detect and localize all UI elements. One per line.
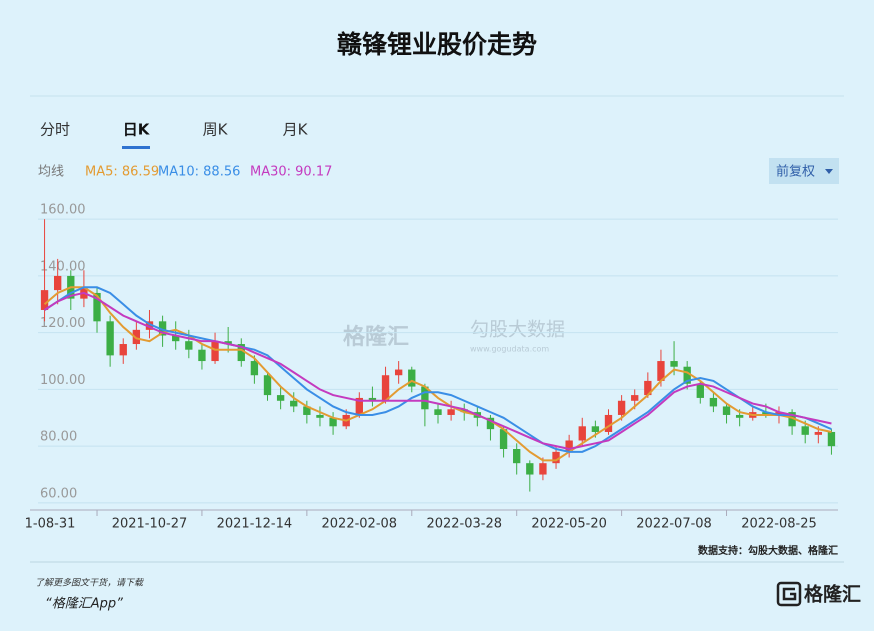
tab[interactable]: 分时	[40, 121, 70, 139]
legend-entry: MA10: 88.56	[158, 165, 240, 180]
candle-body	[722, 406, 731, 415]
candle-body	[93, 292, 101, 322]
candle-body	[827, 431, 836, 447]
candle-body	[696, 383, 704, 398]
candle-body	[552, 451, 560, 464]
candle-body	[513, 449, 521, 464]
footer-text: 了解更多图文干货，请下载	[35, 578, 144, 589]
candle-body	[316, 414, 324, 418]
tab-active[interactable]: 日K	[123, 121, 151, 139]
x-tick-label: 2022-05-20	[531, 517, 607, 532]
y-tick-label: 80.00	[40, 430, 77, 445]
candle-body	[198, 349, 206, 362]
candle-body	[394, 369, 403, 376]
x-tick-label: 2021-10-27	[112, 517, 188, 532]
ma-label: 均线	[38, 165, 64, 180]
candle-body	[434, 409, 442, 415]
candle-body	[657, 361, 665, 381]
candle-body	[106, 321, 114, 356]
x-tick-label: 2022-08-25	[741, 517, 817, 532]
candle-body	[185, 341, 193, 350]
tab-underline	[122, 146, 150, 149]
logo-text: 格隆汇	[804, 583, 861, 606]
candle-body	[172, 335, 180, 342]
candle-body	[355, 397, 363, 415]
candle-body	[670, 361, 678, 367]
candle-body	[526, 463, 534, 475]
candle-body	[486, 417, 495, 430]
candle-body	[263, 375, 272, 396]
legend-entry: MA5: 86.59	[85, 165, 159, 180]
watermark: 格隆汇	[343, 324, 409, 350]
candle-body	[775, 412, 783, 415]
y-tick-label: 140.00	[40, 259, 86, 274]
candle-body	[735, 414, 744, 418]
candle-body	[683, 366, 691, 384]
candle-body	[368, 397, 377, 401]
dropdown-arrow	[825, 169, 833, 174]
candle-body	[644, 380, 652, 396]
candle-body	[276, 395, 285, 401]
ma-line	[43, 286, 832, 462]
candle-body	[329, 417, 337, 427]
y-tick-label: 60.00	[40, 486, 77, 501]
candle-body	[631, 395, 639, 401]
logo-icon	[782, 587, 797, 601]
candle-body	[762, 412, 770, 415]
candle-body	[54, 275, 62, 291]
button-label[interactable]: 前复权	[776, 164, 815, 180]
watermark-url: www.gogudata.com	[470, 345, 549, 354]
y-tick-label: 100.00	[40, 373, 86, 388]
ma-line	[44, 291, 832, 451]
ma-line	[44, 286, 832, 453]
candle-body	[788, 412, 796, 427]
candle-body	[237, 344, 245, 362]
candle-body	[421, 386, 429, 410]
candle-body	[303, 406, 311, 415]
x-tick-label: 1-08-31	[25, 517, 76, 532]
logo-icon	[776, 581, 802, 607]
candle-body	[211, 341, 219, 362]
candle-body	[408, 369, 416, 387]
source: 数据支持：勾股大数据、格隆汇	[698, 544, 838, 557]
candle-body	[381, 375, 390, 401]
y-tick-label: 160.00	[40, 203, 86, 218]
candle-body	[40, 290, 49, 310]
footer-app: “格隆汇App”	[45, 597, 123, 612]
watermark: 勾股大数据	[470, 319, 565, 341]
candle-body	[814, 431, 822, 435]
plot: 60.00 80.00 100.00 120.00 140.00 160.00 1-08-3…	[25, 203, 838, 532]
candle-body	[539, 463, 547, 475]
x-tick-label: 2022-02-08	[322, 517, 398, 532]
legend-entry: MA30: 90.17	[250, 165, 332, 180]
candle-body	[158, 321, 167, 336]
candle-body	[604, 414, 613, 432]
x-tick-label: 2022-03-28	[426, 517, 502, 532]
chart-title: 赣锋锂业股价走势	[337, 30, 537, 59]
x-tick-label: 2022-07-08	[636, 517, 712, 532]
candle-body	[709, 397, 718, 407]
candle-body	[119, 344, 127, 356]
candle-body	[250, 361, 259, 376]
x-tick-label: 2021-12-14	[217, 517, 293, 532]
candle-body	[617, 400, 626, 415]
y-tick-label: 120.00	[40, 316, 86, 331]
tab[interactable]: 周K	[203, 121, 229, 139]
candle-body	[801, 426, 809, 435]
candle-body	[578, 426, 586, 441]
candle-body	[447, 409, 455, 415]
tab[interactable]: 月K	[283, 121, 309, 139]
candle-body	[290, 400, 298, 407]
candle-body	[132, 329, 141, 345]
candle-body	[499, 429, 508, 449]
candle-body	[591, 426, 600, 432]
candle-body	[460, 409, 468, 413]
candle-body	[565, 440, 573, 452]
candle-body	[224, 341, 232, 345]
adjust-button[interactable]: 前复权	[769, 158, 839, 184]
candle-body	[145, 321, 154, 330]
